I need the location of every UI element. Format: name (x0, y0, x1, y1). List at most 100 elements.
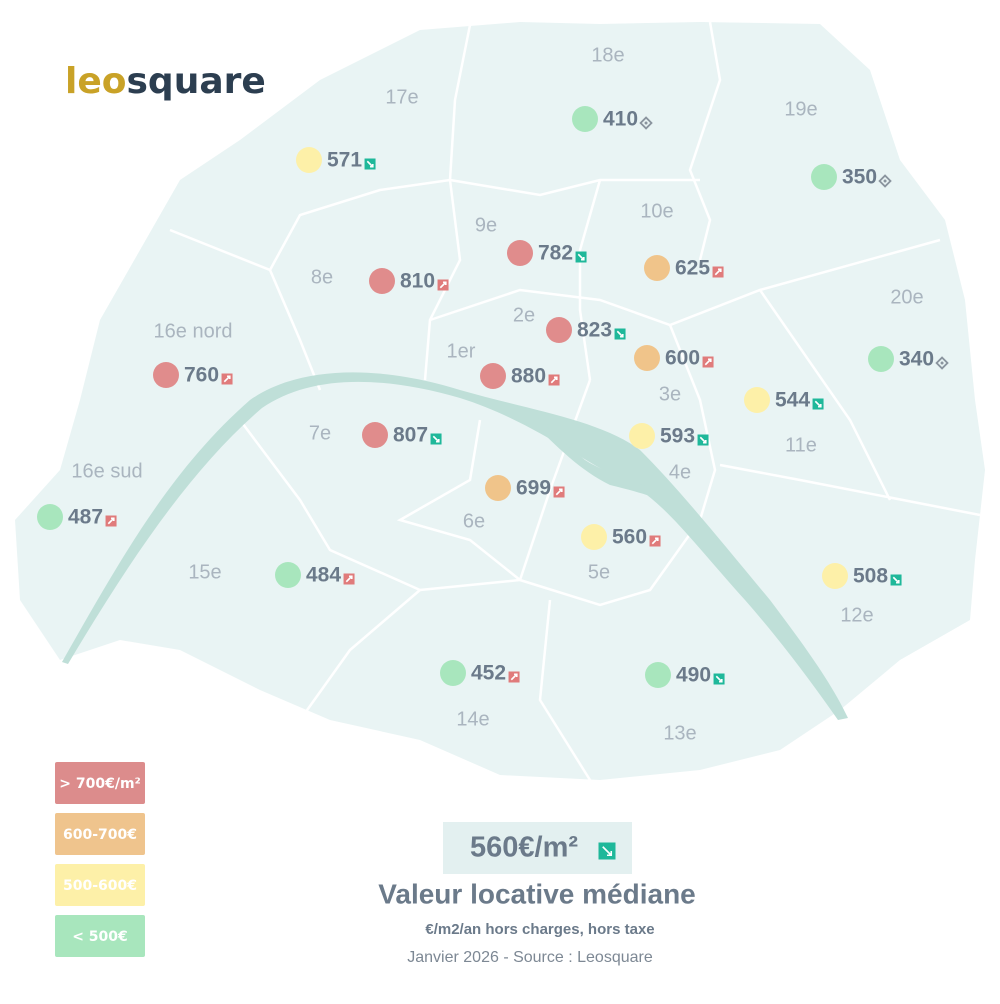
price-point: 340 (868, 346, 949, 372)
price-value: 880 (511, 365, 546, 388)
price-value: 560 (612, 526, 647, 549)
price-dot (507, 240, 533, 266)
district-label: 9e (475, 214, 497, 236)
logo: leosquare (65, 61, 266, 102)
trend-arrow (814, 400, 822, 408)
logo-part: square (127, 61, 266, 102)
streets (169, 21, 981, 781)
price-value: 508 (853, 565, 888, 588)
price-value: 699 (516, 477, 551, 500)
price-point: 760 (153, 362, 233, 388)
legend-swatch (55, 915, 145, 957)
trend-arrow (892, 576, 900, 584)
price-point: 487 (37, 504, 117, 530)
legend-swatch (55, 864, 145, 906)
price-value: 484 (306, 564, 341, 587)
district-label: 16e sud (71, 460, 142, 482)
price-point: 350 (811, 164, 892, 190)
summary-source: Janvier 2026 - Source : Leosquare (407, 949, 653, 966)
price-point: 490 (645, 662, 725, 688)
price-value: 593 (660, 425, 695, 448)
price-value: 810 (400, 270, 435, 293)
trend-arrow (602, 846, 613, 857)
price-point: 782 (507, 240, 587, 266)
price-dot (296, 147, 322, 173)
legend: > 700€/m² 600-700€ 500-600€ < 500€ (55, 762, 145, 957)
district-label: 14e (456, 708, 489, 730)
price-dot (822, 563, 848, 589)
trend-flat-dot (883, 179, 887, 183)
district-label: 2e (513, 304, 535, 326)
trend-arrow (555, 488, 563, 496)
district-label: 4e (669, 461, 691, 483)
district-label: 17e (385, 86, 418, 108)
price-dot (369, 268, 395, 294)
price-point: 593 (629, 423, 709, 449)
price-value: 410 (603, 108, 638, 131)
trend-flat (935, 356, 949, 370)
price-point: 807 (362, 422, 442, 448)
price-value: 600 (665, 347, 700, 370)
price-dot (275, 562, 301, 588)
district-label: 20e (890, 286, 923, 308)
legend-label: < 500€ (72, 929, 128, 945)
price-value: 571 (327, 149, 362, 172)
price-point: 810 (369, 268, 449, 294)
district-label: 11e (785, 434, 817, 456)
price-dot (37, 504, 63, 530)
price-point: 699 (485, 475, 565, 501)
price-value: 452 (471, 662, 506, 685)
district-label: 1er (447, 340, 476, 362)
district-label: 15e (188, 561, 221, 583)
price-dot (546, 317, 572, 343)
price-dot (581, 524, 607, 550)
price-point: 484 (275, 562, 355, 588)
price-value: 490 (676, 664, 711, 687)
price-point: 823 (546, 317, 626, 343)
district-labels: 18e 17e 19e 10e 9e 8e 20e 2e 16e nord 1er 3e 7e 11e 4… (71, 44, 923, 744)
district-label: 12e (840, 604, 873, 626)
river-arm (525, 412, 660, 500)
price-dot (634, 345, 660, 371)
trend-flat (639, 116, 653, 130)
price-point: 544 (744, 387, 824, 413)
price-dot (440, 660, 466, 686)
district-label: 16e nord (154, 320, 233, 342)
trend-arrow (577, 253, 585, 261)
price-dot (644, 255, 670, 281)
district-label: 13e (663, 722, 696, 744)
trend-arrow (616, 330, 624, 338)
district-label: 3e (659, 383, 681, 405)
price-point: 560 (581, 524, 661, 550)
price-value: 544 (775, 389, 810, 412)
price-value: 625 (675, 257, 710, 280)
trend-arrow (439, 281, 447, 289)
district-label: 5e (588, 561, 610, 583)
logo-part: leo (65, 61, 127, 102)
price-points: 410 350 340 571 782 625 810 823 600 760 880 544 807 5… (37, 106, 949, 688)
trend-arrow (699, 436, 707, 444)
trend-arrow (432, 435, 440, 443)
price-dot (645, 662, 671, 688)
summary-title: Valeur locative médiane (378, 878, 696, 909)
price-dot (485, 475, 511, 501)
legend-swatch (55, 813, 145, 855)
summary-value: 560€/m² (470, 832, 578, 864)
price-value: 487 (68, 506, 103, 529)
trend-arrow (345, 575, 353, 583)
summary-subtitle: €/m2/an hors charges, hors taxe (425, 921, 654, 938)
trend-flat-dot (644, 121, 648, 125)
price-dot (572, 106, 598, 132)
district-label: 6e (463, 510, 485, 532)
trend-arrow (107, 517, 115, 525)
price-point: 410 (572, 106, 653, 132)
legend-swatch (55, 762, 145, 804)
price-dot (480, 363, 506, 389)
price-dot (811, 164, 837, 190)
price-value: 760 (184, 364, 219, 387)
legend-label: > 700€/m² (59, 776, 140, 792)
trend-arrow (366, 160, 374, 168)
trend-flat (878, 174, 892, 188)
price-point: 571 (296, 147, 376, 173)
